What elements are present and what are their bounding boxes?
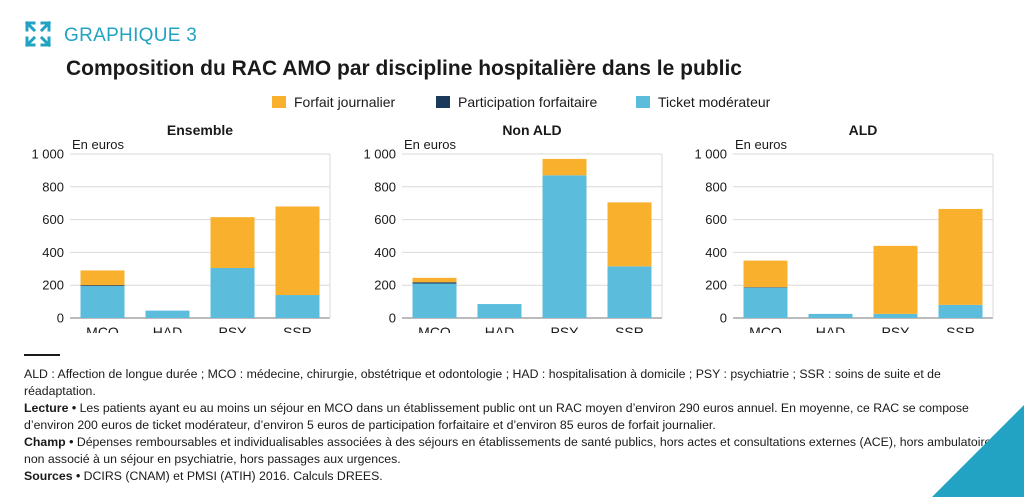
- y-tick-label: 400: [705, 245, 727, 260]
- y-tick-label: 800: [705, 179, 727, 194]
- stacked-bar-charts: Ensemble En euros 0 200 400 600 800 1 000 MCO HAD…: [31, 122, 994, 333]
- bar-forfait-journalier-psy: [542, 158, 587, 176]
- lecture-text: Les patients ayant eu au moins un séjour…: [24, 401, 969, 432]
- legend-label-participation-forfaitaire: Participation forfaitaire: [458, 94, 598, 110]
- notes-block: ALD : Affection de longue durée ; MCO : …: [24, 366, 1004, 485]
- bar-forfait-journalier-mco: [412, 277, 457, 283]
- y-tick-label: 1 000: [31, 147, 64, 162]
- panel-title: Non ALD: [502, 122, 561, 138]
- chart-panel-ensemble: Ensemble En euros 0 200 400 600 800 1 000 MCO HAD…: [31, 122, 331, 333]
- sources-label: Sources •: [24, 469, 81, 483]
- bar-ticket-moderateur-ssr: [938, 304, 983, 318]
- expand-arrows-icon: [24, 20, 52, 48]
- y-tick-label: 400: [42, 245, 64, 260]
- bar-ticket-moderateur-ssr: [607, 266, 652, 318]
- bar-ticket-moderateur-had: [477, 304, 522, 318]
- bar-participation-forfaitaire-mco: [80, 285, 125, 287]
- bar-forfait-journalier-ssr: [607, 202, 652, 267]
- bar-ticket-moderateur-mco: [743, 287, 788, 318]
- chart-panel-non-ald: Non ALD En euros 0 200 400 600 800 1 000 MCO HAD P…: [363, 122, 663, 333]
- notes-divider: [24, 354, 60, 356]
- y-axis-label: En euros: [404, 137, 457, 152]
- x-tick-label: MCO: [749, 324, 782, 333]
- bar-forfait-journalier-ssr: [275, 206, 320, 296]
- legend-label-ticket-moderateur: Ticket modérateur: [658, 94, 771, 110]
- panel-title: Ensemble: [167, 122, 233, 138]
- y-tick-label: 400: [374, 245, 396, 260]
- bar-forfait-journalier-psy: [210, 217, 255, 268]
- x-tick-label: SSR: [615, 324, 644, 333]
- y-tick-label: 0: [389, 311, 396, 326]
- legend-label-forfait-journalier: Forfait journalier: [294, 94, 396, 110]
- y-tick-label: 200: [374, 278, 396, 293]
- champ-label: Champ •: [24, 435, 74, 449]
- x-tick-label: SSR: [283, 324, 312, 333]
- x-tick-label: HAD: [485, 324, 515, 333]
- y-tick-label: 0: [57, 311, 64, 326]
- decorative-corner: [932, 405, 1024, 497]
- x-tick-label: HAD: [816, 324, 846, 333]
- y-tick-label: 800: [42, 179, 64, 194]
- x-tick-label: MCO: [418, 324, 451, 333]
- bar-forfait-journalier-ssr: [938, 208, 983, 305]
- bar-ticket-moderateur-psy: [542, 175, 587, 318]
- bar-ticket-moderateur-psy: [210, 267, 255, 318]
- legend-swatch-ticket-moderateur: [636, 96, 650, 108]
- x-tick-label: PSY: [550, 324, 579, 333]
- bar-ticket-moderateur-mco: [412, 283, 457, 318]
- panel-title: ALD: [849, 122, 878, 138]
- y-tick-label: 1 000: [694, 147, 727, 162]
- x-tick-label: SSR: [946, 324, 975, 333]
- y-axis-label: En euros: [735, 137, 788, 152]
- legend: Forfait journalier Participation forfait…: [0, 94, 1024, 114]
- notes-definitions: ALD : Affection de longue durée ; MCO : …: [24, 367, 941, 398]
- bar-forfait-journalier-mco: [80, 270, 125, 286]
- bar-ticket-moderateur-had: [808, 313, 853, 318]
- y-tick-label: 600: [42, 212, 64, 227]
- y-tick-label: 0: [720, 311, 727, 326]
- notes-lecture: Lecture • Les patients ayant eu au moins…: [24, 400, 1004, 434]
- bar-participation-forfaitaire-mco: [412, 282, 457, 284]
- notes-sources: Sources • DCIRS (CNAM) et PMSI (ATIH) 20…: [24, 468, 1004, 485]
- chart-kicker: GRAPHIQUE 3: [64, 25, 198, 46]
- legend-item-participation-forfaitaire: Participation forfaitaire: [436, 94, 597, 110]
- y-tick-label: 800: [374, 179, 396, 194]
- y-tick-label: 600: [374, 212, 396, 227]
- bar-ticket-moderateur-mco: [80, 286, 125, 318]
- legend-item-forfait-journalier: Forfait journalier: [272, 94, 395, 110]
- lecture-label: Lecture •: [24, 401, 77, 415]
- y-tick-label: 600: [705, 212, 727, 227]
- chart-panel-ald: ALD En euros 0 200 400 600 800 1 000 MCO HAD PSY SS…: [694, 122, 994, 333]
- y-tick-label: 200: [42, 278, 64, 293]
- y-tick-label: 200: [705, 278, 727, 293]
- legend-item-ticket-moderateur: Ticket modérateur: [636, 94, 770, 110]
- notes-champ: Champ • Dépenses remboursables et indivi…: [24, 434, 1004, 468]
- bar-forfait-journalier-psy: [873, 245, 918, 314]
- x-tick-label: PSY: [881, 324, 910, 333]
- y-axis-label: En euros: [72, 137, 125, 152]
- legend-swatch-forfait-journalier: [272, 96, 286, 108]
- sources-text: DCIRS (CNAM) et PMSI (ATIH) 2016. Calcul…: [80, 469, 383, 483]
- x-tick-label: PSY: [218, 324, 247, 333]
- bar-ticket-moderateur-ssr: [275, 295, 320, 318]
- y-tick-label: 1 000: [363, 147, 396, 162]
- x-tick-label: HAD: [153, 324, 183, 333]
- chart-title: Composition du RAC AMO par discipline ho…: [66, 57, 742, 80]
- x-tick-label: MCO: [86, 324, 119, 333]
- bar-ticket-moderateur-psy: [873, 313, 918, 318]
- bar-ticket-moderateur-had: [145, 310, 190, 318]
- legend-swatch-participation-forfaitaire: [436, 96, 450, 108]
- bar-forfait-journalier-mco: [743, 260, 788, 288]
- champ-text: Dépenses remboursables et individualisab…: [24, 435, 992, 466]
